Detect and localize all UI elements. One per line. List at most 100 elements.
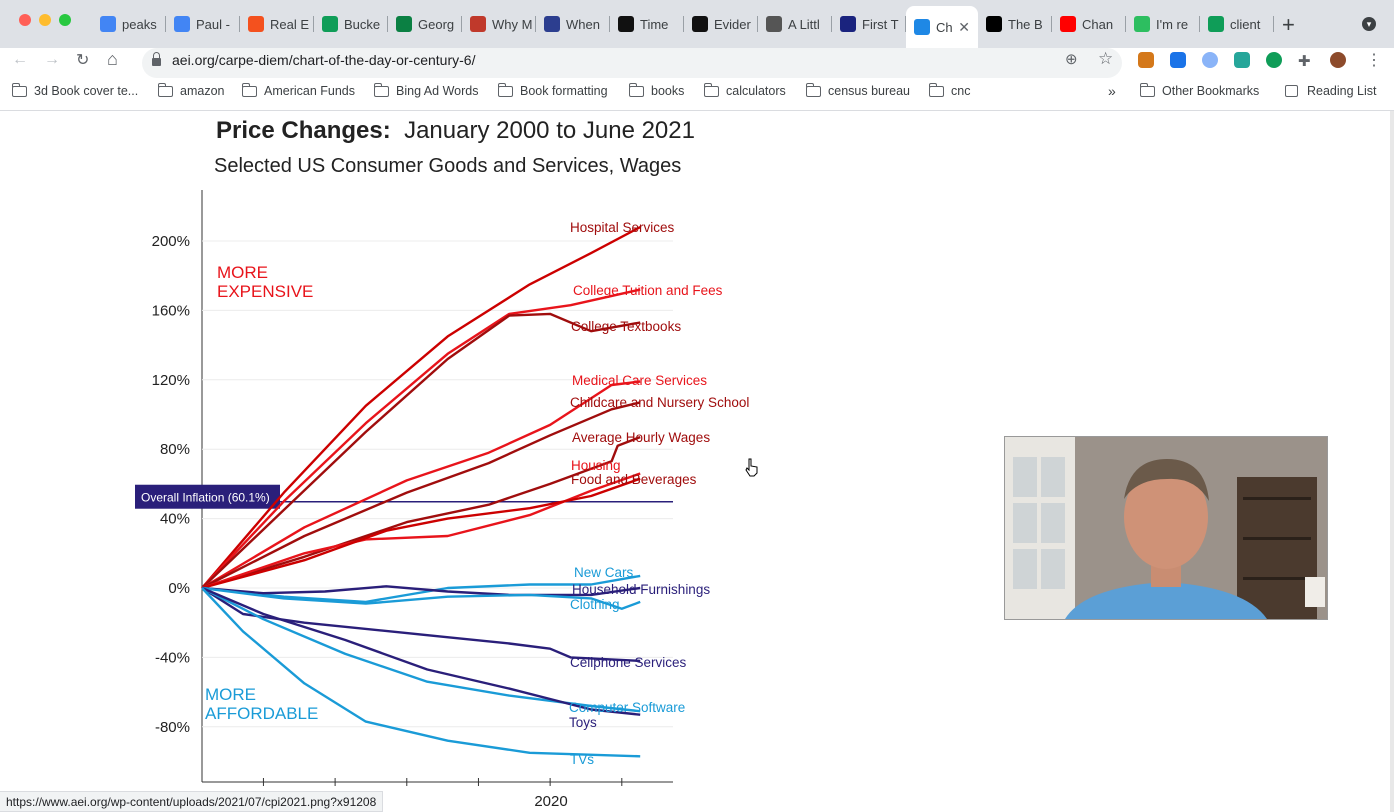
x-tick-label-2020: 2020 — [534, 793, 567, 810]
tab-14[interactable]: Chan — [1052, 8, 1126, 40]
reload-icon[interactable]: ↻ — [76, 52, 90, 69]
more-bookmarks-chevron-icon[interactable]: » — [1108, 83, 1116, 99]
evernote-icon — [1134, 16, 1150, 32]
tab-12[interactable]: Ch ✕ — [906, 6, 978, 48]
tab-separator — [1125, 16, 1126, 32]
puzzle-icon[interactable]: ✚ — [1298, 53, 1311, 70]
y-tick-label: 120% — [152, 372, 190, 389]
tab-8[interactable]: Time — [610, 8, 684, 40]
tab-separator — [387, 16, 388, 32]
tab-separator — [831, 16, 832, 32]
bookmark-other[interactable]: Other Bookmarks — [1139, 82, 1259, 98]
tab-13[interactable]: The B — [978, 8, 1052, 40]
y-tick-label: 40% — [160, 511, 190, 528]
series-line-1 — [201, 226, 641, 589]
bookmark-item[interactable]: Bing Ad Words — [373, 82, 478, 98]
series-line-9 — [201, 574, 641, 604]
ext-circle-icon[interactable] — [1202, 52, 1218, 68]
tab-10[interactable]: A Littl — [758, 8, 832, 40]
analytics-icon — [248, 16, 264, 32]
lock-icon[interactable] — [152, 52, 161, 66]
wut-icon — [692, 16, 708, 32]
zoom-window-button[interactable] — [59, 14, 71, 26]
ext-bplus-icon[interactable] — [1266, 52, 1282, 68]
series-label-7: Housing — [571, 458, 621, 473]
bookmark-item[interactable]: Book formatting — [497, 82, 608, 98]
bookmark-item[interactable]: American Funds — [241, 82, 356, 98]
tab-11[interactable]: First T — [832, 8, 906, 40]
address-bar[interactable] — [142, 48, 1122, 78]
close-window-button[interactable] — [19, 14, 31, 26]
more-affordable-label-2: AFFORDABLE — [205, 704, 318, 723]
cube-icon — [766, 16, 782, 32]
bookmark-label: books — [651, 84, 685, 98]
hand-cursor-icon — [745, 458, 758, 477]
browser-menu-icon[interactable]: ⋮ — [1366, 52, 1382, 69]
tab-7[interactable]: When — [536, 8, 610, 40]
bookmark-label: census bureau — [828, 84, 911, 98]
bookmark-item[interactable]: census bureau — [805, 82, 911, 98]
tab-1[interactable]: peaks — [92, 8, 166, 40]
series-label-2: College Tuition and Fees — [573, 283, 723, 298]
zoom-magnifier-icon[interactable]: ⊕ — [1065, 51, 1078, 68]
forward-arrow-icon[interactable]: → — [44, 51, 60, 68]
bookmark-item[interactable]: cnc — [928, 82, 970, 98]
google-docs-icon — [174, 16, 190, 32]
series-line-6 — [201, 435, 641, 590]
bookmark-item[interactable]: amazon — [157, 82, 224, 98]
tab-label: Ch — [936, 19, 953, 35]
tab-9[interactable]: Evider — [684, 8, 758, 40]
reading-list-icon — [1285, 85, 1298, 97]
tab-separator — [609, 16, 610, 32]
tab-label: Paul - — [196, 16, 230, 32]
bookmark-label: calculators — [726, 84, 786, 98]
b-icon — [986, 16, 1002, 32]
page-scrollbar[interactable] — [1390, 111, 1394, 812]
new-tab-button[interactable]: + — [1282, 12, 1295, 37]
webcam-overlay[interactable] — [1004, 436, 1328, 620]
tab-4[interactable]: Bucke — [314, 8, 388, 40]
series-label-14: Toys — [569, 715, 597, 730]
tab-separator — [239, 16, 240, 32]
bookmark-label: American Funds — [264, 84, 356, 98]
chart-title-rest: January 2000 to June 2021 — [404, 117, 695, 144]
folder-icon — [1139, 82, 1155, 97]
tab-3[interactable]: Real E — [240, 8, 314, 40]
bookmarks-bar — [0, 78, 1394, 111]
ext-blue-grid-icon[interactable] — [1170, 52, 1186, 68]
bookmark-item[interactable]: 3d Book cover te... — [11, 82, 138, 98]
folder-icon — [703, 82, 719, 97]
ext-cloud-icon[interactable] — [1234, 52, 1250, 68]
tab-label: First T — [862, 16, 899, 32]
tab-2[interactable]: Paul - — [166, 8, 240, 40]
bookmark-star-icon[interactable]: ☆ — [1098, 49, 1114, 68]
tab-search-icon[interactable]: ▾ — [1362, 17, 1376, 31]
ext-orange-icon[interactable] — [1138, 52, 1154, 68]
series-line-2 — [201, 288, 641, 589]
home-icon[interactable]: ⌂ — [107, 49, 118, 69]
folder-icon — [628, 82, 644, 97]
minimize-window-button[interactable] — [39, 14, 51, 26]
tab-separator — [683, 16, 684, 32]
tab-label: Time — [640, 16, 669, 32]
close-tab-icon[interactable]: ✕ — [958, 18, 970, 35]
tab-16[interactable]: client — [1200, 8, 1274, 40]
series-label-6: Average Hourly Wages — [572, 430, 710, 445]
google-sheets-icon — [322, 16, 338, 32]
series-label-5: Childcare and Nursery School — [570, 395, 749, 410]
reading-list-button[interactable]: Reading List — [1285, 84, 1377, 98]
reading-list-label: Reading List — [1307, 84, 1377, 98]
bookmark-item[interactable]: calculators — [703, 82, 786, 98]
tab-15[interactable]: I'm re — [1126, 8, 1200, 40]
back-arrow-icon[interactable]: ← — [12, 51, 28, 68]
profile-avatar-icon[interactable] — [1330, 52, 1346, 68]
tab-5[interactable]: Georg — [388, 8, 462, 40]
tab-6[interactable]: Why M — [462, 8, 536, 40]
chart-title: Price Changes: January 2000 to June 2021 — [216, 117, 695, 145]
url-text[interactable]: aei.org/carpe-diem/chart-of-the-day-or-c… — [172, 52, 476, 68]
series-label-1: Hospital Services — [570, 220, 675, 235]
bookmark-item[interactable]: books — [628, 82, 685, 98]
tab-label: The B — [1008, 16, 1043, 32]
tab-separator — [535, 16, 536, 32]
